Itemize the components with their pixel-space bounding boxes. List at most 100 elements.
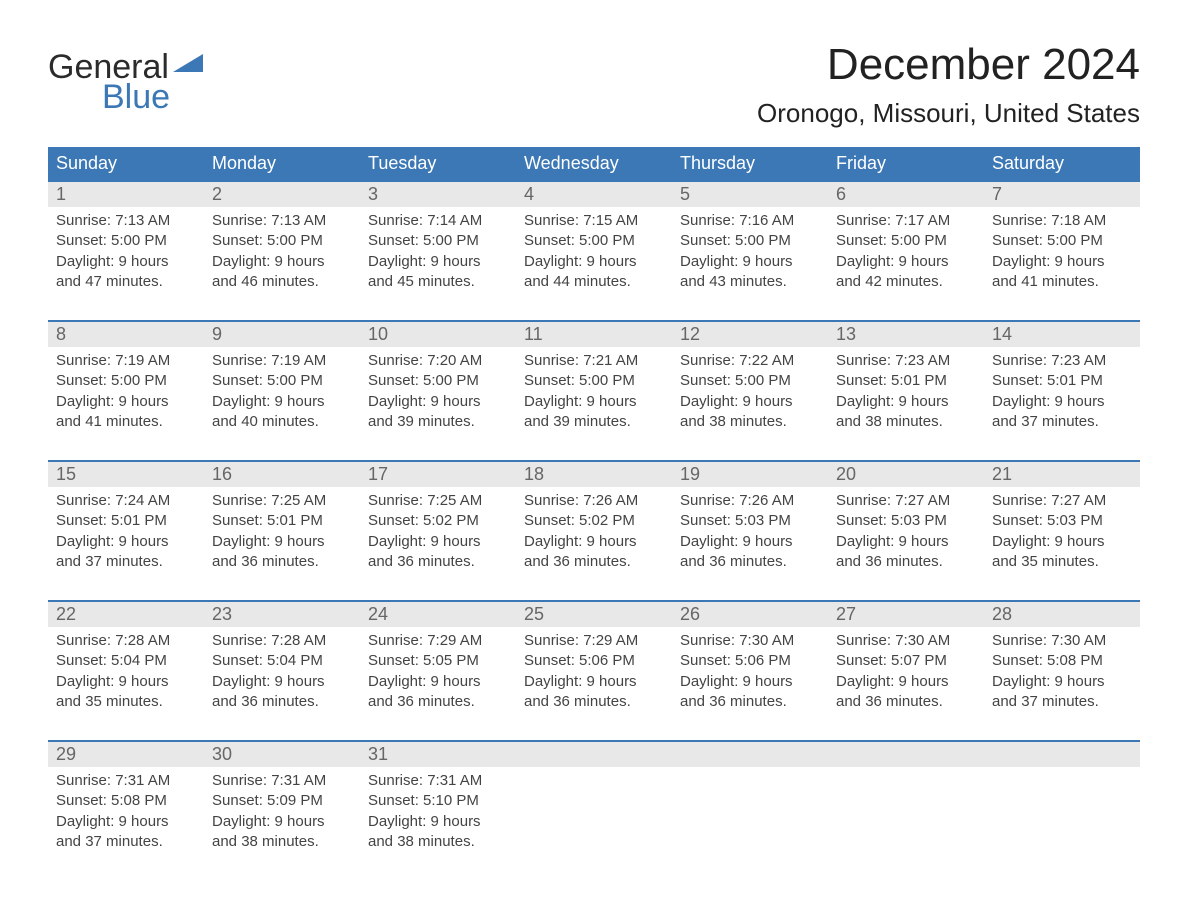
calendar-cell: 9Sunrise: 7:19 AMSunset: 5:00 PMDaylight… <box>204 321 360 461</box>
sunrise-line: Sunrise: 7:15 AM <box>524 211 664 231</box>
daylight-line: Daylight: 9 hours and 36 minutes. <box>680 532 820 573</box>
day-number: 30 <box>204 742 360 767</box>
sunset-line: Sunset: 5:00 PM <box>680 231 820 251</box>
sunset-line: Sunset: 5:00 PM <box>368 371 508 391</box>
sunrise-line: Sunrise: 7:30 AM <box>680 631 820 651</box>
calendar-cell <box>672 741 828 880</box>
calendar-week-row: 15Sunrise: 7:24 AMSunset: 5:01 PMDayligh… <box>48 461 1140 601</box>
day-number: 14 <box>984 322 1140 347</box>
day-details: Sunrise: 7:22 AMSunset: 5:00 PMDaylight:… <box>672 347 828 460</box>
sunrise-line: Sunrise: 7:14 AM <box>368 211 508 231</box>
day-number: 31 <box>360 742 516 767</box>
day-number-empty <box>984 742 1140 767</box>
sunset-line: Sunset: 5:00 PM <box>992 231 1132 251</box>
sunrise-line: Sunrise: 7:20 AM <box>368 351 508 371</box>
day-number: 19 <box>672 462 828 487</box>
day-number: 2 <box>204 182 360 207</box>
day-details: Sunrise: 7:29 AMSunset: 5:05 PMDaylight:… <box>360 627 516 740</box>
daylight-line: Daylight: 9 hours and 35 minutes. <box>56 672 196 713</box>
day-number: 22 <box>48 602 204 627</box>
sunrise-line: Sunrise: 7:30 AM <box>836 631 976 651</box>
daylight-line: Daylight: 9 hours and 38 minutes. <box>212 812 352 853</box>
sunrise-line: Sunrise: 7:19 AM <box>56 351 196 371</box>
calendar-cell: 13Sunrise: 7:23 AMSunset: 5:01 PMDayligh… <box>828 321 984 461</box>
calendar-cell: 16Sunrise: 7:25 AMSunset: 5:01 PMDayligh… <box>204 461 360 601</box>
daylight-line: Daylight: 9 hours and 41 minutes. <box>992 252 1132 293</box>
daylight-line: Daylight: 9 hours and 38 minutes. <box>680 392 820 433</box>
daylight-line: Daylight: 9 hours and 36 minutes. <box>524 532 664 573</box>
calendar-cell: 15Sunrise: 7:24 AMSunset: 5:01 PMDayligh… <box>48 461 204 601</box>
day-details: Sunrise: 7:21 AMSunset: 5:00 PMDaylight:… <box>516 347 672 460</box>
day-number: 13 <box>828 322 984 347</box>
day-number: 1 <box>48 182 204 207</box>
calendar-cell: 17Sunrise: 7:25 AMSunset: 5:02 PMDayligh… <box>360 461 516 601</box>
sunrise-line: Sunrise: 7:24 AM <box>56 491 196 511</box>
sunset-line: Sunset: 5:01 PM <box>212 511 352 531</box>
day-details: Sunrise: 7:13 AMSunset: 5:00 PMDaylight:… <box>48 207 204 320</box>
day-details: Sunrise: 7:27 AMSunset: 5:03 PMDaylight:… <box>984 487 1140 600</box>
day-number: 3 <box>360 182 516 207</box>
calendar-cell: 22 Sunrise: 7:28 AMSunset: 5:04 PMDayligh… <box>48 601 204 741</box>
weekday-header: Thursday <box>672 147 828 181</box>
calendar-body: 1Sunrise: 7:13 AMSunset: 5:00 PMDaylight… <box>48 181 1140 880</box>
daylight-line: Daylight: 9 hours and 40 minutes. <box>212 392 352 433</box>
calendar-cell: 10Sunrise: 7:20 AMSunset: 5:00 PMDayligh… <box>360 321 516 461</box>
sunset-line: Sunset: 5:04 PM <box>56 651 196 671</box>
daylight-line: Daylight: 9 hours and 35 minutes. <box>992 532 1132 573</box>
day-number-empty <box>672 742 828 767</box>
day-details: Sunrise: 7:16 AMSunset: 5:00 PMDaylight:… <box>672 207 828 320</box>
day-details: Sunrise: 7:15 AMSunset: 5:00 PMDaylight:… <box>516 207 672 320</box>
day-number: 26 <box>672 602 828 627</box>
day-details: Sunrise: 7:26 AMSunset: 5:03 PMDaylight:… <box>672 487 828 600</box>
calendar-week-row: 29Sunrise: 7:31 AMSunset: 5:08 PMDayligh… <box>48 741 1140 880</box>
daylight-line: Daylight: 9 hours and 37 minutes. <box>56 532 196 573</box>
calendar-cell <box>984 741 1140 880</box>
weekday-header-row: SundayMondayTuesdayWednesdayThursdayFrid… <box>48 147 1140 181</box>
day-details: Sunrise: 7:13 AMSunset: 5:00 PMDaylight:… <box>204 207 360 320</box>
sunrise-line: Sunrise: 7:31 AM <box>212 771 352 791</box>
calendar-week-row: 22Sunrise: 7:28 AMSunset: 5:04 PMDayligh… <box>48 601 1140 741</box>
sunset-line: Sunset: 5:00 PM <box>56 371 196 391</box>
calendar-cell: 24Sunrise: 7:29 AMSunset: 5:05 PMDayligh… <box>360 601 516 741</box>
sunrise-line: Sunrise: 7:28 AM <box>56 631 196 651</box>
calendar-cell: 23Sunrise: 7:28 AMSunset: 5:04 PMDayligh… <box>204 601 360 741</box>
daylight-line: Daylight: 9 hours and 36 minutes. <box>836 532 976 573</box>
sunset-line: Sunset: 5:03 PM <box>836 511 976 531</box>
daylight-line: Daylight: 9 hours and 36 minutes. <box>836 672 976 713</box>
weekday-header: Sunday <box>48 147 204 181</box>
day-number: 23 <box>204 602 360 627</box>
sunset-line: Sunset: 5:08 PM <box>56 791 196 811</box>
day-number: 20 <box>828 462 984 487</box>
sunrise-line: Sunrise: 7:27 AM <box>836 491 976 511</box>
sunset-line: Sunset: 5:03 PM <box>680 511 820 531</box>
calendar-cell: 19Sunrise: 7:26 AMSunset: 5:03 PMDayligh… <box>672 461 828 601</box>
day-details-empty <box>984 767 1140 799</box>
sunrise-line: Sunrise: 7:23 AM <box>836 351 976 371</box>
day-details: Sunrise: 7:20 AMSunset: 5:00 PMDaylight:… <box>360 347 516 460</box>
daylight-line: Daylight: 9 hours and 39 minutes. <box>524 392 664 433</box>
day-details: Sunrise: 7:30 AMSunset: 5:06 PMDaylight:… <box>672 627 828 740</box>
day-number: 6 <box>828 182 984 207</box>
daylight-line: Daylight: 9 hours and 47 minutes. <box>56 252 196 293</box>
sunset-line: Sunset: 5:00 PM <box>524 371 664 391</box>
day-number: 10 <box>360 322 516 347</box>
daylight-line: Daylight: 9 hours and 36 minutes. <box>524 672 664 713</box>
day-details: Sunrise: 7:23 AMSunset: 5:01 PMDaylight:… <box>828 347 984 460</box>
sunrise-line: Sunrise: 7:18 AM <box>992 211 1132 231</box>
sunset-line: Sunset: 5:06 PM <box>680 651 820 671</box>
sunrise-line: Sunrise: 7:21 AM <box>524 351 664 371</box>
day-number: 11 <box>516 322 672 347</box>
sunset-line: Sunset: 5:00 PM <box>212 371 352 391</box>
sunset-line: Sunset: 5:00 PM <box>524 231 664 251</box>
sunrise-line: Sunrise: 7:16 AM <box>680 211 820 231</box>
weekday-header: Wednesday <box>516 147 672 181</box>
calendar-cell: 28Sunrise: 7:30 AMSunset: 5:08 PMDayligh… <box>984 601 1140 741</box>
sunset-line: Sunset: 5:07 PM <box>836 651 976 671</box>
calendar-cell: 18Sunrise: 7:26 AMSunset: 5:02 PMDayligh… <box>516 461 672 601</box>
day-number: 7 <box>984 182 1140 207</box>
calendar-cell: 4Sunrise: 7:15 AMSunset: 5:00 PMDaylight… <box>516 181 672 321</box>
sunset-line: Sunset: 5:01 PM <box>56 511 196 531</box>
day-number: 28 <box>984 602 1140 627</box>
day-details: Sunrise: 7:31 AMSunset: 5:09 PMDaylight:… <box>204 767 360 880</box>
day-details: Sunrise: 7:14 AMSunset: 5:00 PMDaylight:… <box>360 207 516 320</box>
